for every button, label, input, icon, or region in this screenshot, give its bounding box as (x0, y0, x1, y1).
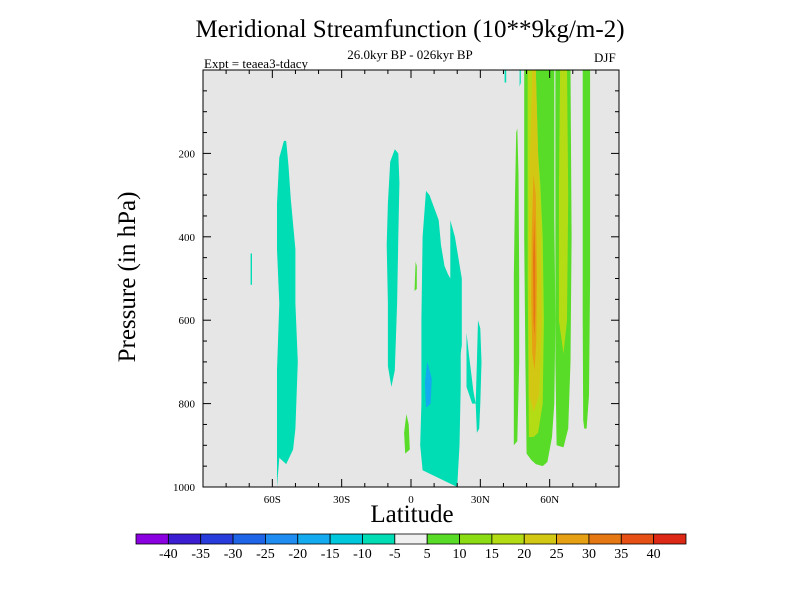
colorbar-label: -25 (256, 547, 275, 562)
colorbar-swatch (297, 533, 331, 545)
sh-small-streak (250, 253, 252, 285)
colorbar-label: 25 (550, 547, 564, 562)
chart-subtitle: 26.0kyr BP - 026kyr BP (347, 47, 473, 62)
nh-red-core (533, 215, 536, 337)
colorbar: -40 -35 -30 -25 -20 -15 -10 -5 5 10 15 20 25 30 35 40 (135, 533, 687, 562)
eq-cell (420, 190, 461, 487)
colorbar-label: -10 (353, 547, 372, 562)
y-tick-label: 800 (179, 399, 196, 411)
colorbar-label: -40 (159, 547, 178, 562)
chart-title: Meridional Streamfunction (10**9kg/m-2) (195, 16, 625, 43)
colorbar-swatch (523, 533, 557, 545)
season-label: DJF (594, 50, 616, 65)
colorbar-label: 35 (614, 547, 628, 562)
colorbar-swatch (265, 533, 299, 545)
colorbar-swatch (394, 533, 428, 545)
colorbar-label: 40 (647, 547, 661, 562)
colorbar-swatch (329, 533, 363, 545)
eq-fringe-ne (450, 220, 462, 362)
colorbar-swatch (459, 533, 493, 545)
colorbar-label: 30 (582, 547, 596, 562)
colorbar-swatch (491, 533, 525, 545)
sh-midlat-cell (277, 140, 298, 487)
colorbar-swatch (167, 533, 202, 545)
x-axis-label: Latitude (370, 501, 454, 528)
colorbar-label: 10 (453, 547, 467, 562)
x-tick-label: 30S (333, 494, 350, 506)
green-bottom-streak (404, 414, 410, 454)
colorbar-swatch (426, 533, 460, 545)
nh-top-cyan-streak-2 (519, 70, 521, 87)
eq-fringe-e (466, 332, 476, 404)
y-tick-label: 200 (179, 148, 196, 160)
eq-core (424, 361, 432, 408)
nh-green-far-east (582, 70, 591, 429)
colorbar-label: -35 (191, 547, 210, 562)
colorbar-label: -30 (224, 547, 243, 562)
x-tick-label: 0 (408, 494, 414, 506)
x-tick-label: 60S (264, 494, 281, 506)
nh-green-west (513, 128, 520, 446)
sh-trop-cell (386, 149, 400, 387)
y-tick-label: 600 (179, 315, 196, 327)
colorbar-swatch (362, 533, 396, 545)
colorbar-label: -5 (389, 547, 401, 562)
green-small-sliver (414, 261, 417, 291)
colorbar-label: 15 (485, 547, 499, 562)
colorbar-label: 20 (517, 547, 531, 562)
colorbar-swatch (620, 533, 655, 545)
colorbar-swatch (653, 533, 687, 545)
nh-yellow-east (558, 70, 569, 354)
x-tick-label: 60N (540, 494, 559, 506)
colorbar-swatch (556, 533, 590, 545)
contour-regions (250, 70, 591, 487)
nh-sub-cell (475, 320, 482, 433)
colorbar-swatch (135, 533, 169, 545)
colorbar-swatch (200, 533, 234, 545)
y-tick-label: 400 (179, 232, 196, 244)
colorbar-label: -20 (288, 547, 307, 562)
experiment-label: Expt = teaea3-tdacy (204, 56, 309, 71)
colorbar-label: 5 (424, 547, 431, 562)
colorbar-swatch (232, 533, 266, 545)
y-tick-label: 1000 (173, 482, 196, 494)
x-tick-label: 30N (471, 494, 490, 506)
colorbar-label: -15 (321, 547, 340, 562)
colorbar-swatch (588, 533, 622, 545)
nh-top-cyan-streak (504, 70, 507, 83)
axis-ticks: 60S 30S 0 30N 60N 200 400 600 800 1000 (173, 70, 619, 506)
